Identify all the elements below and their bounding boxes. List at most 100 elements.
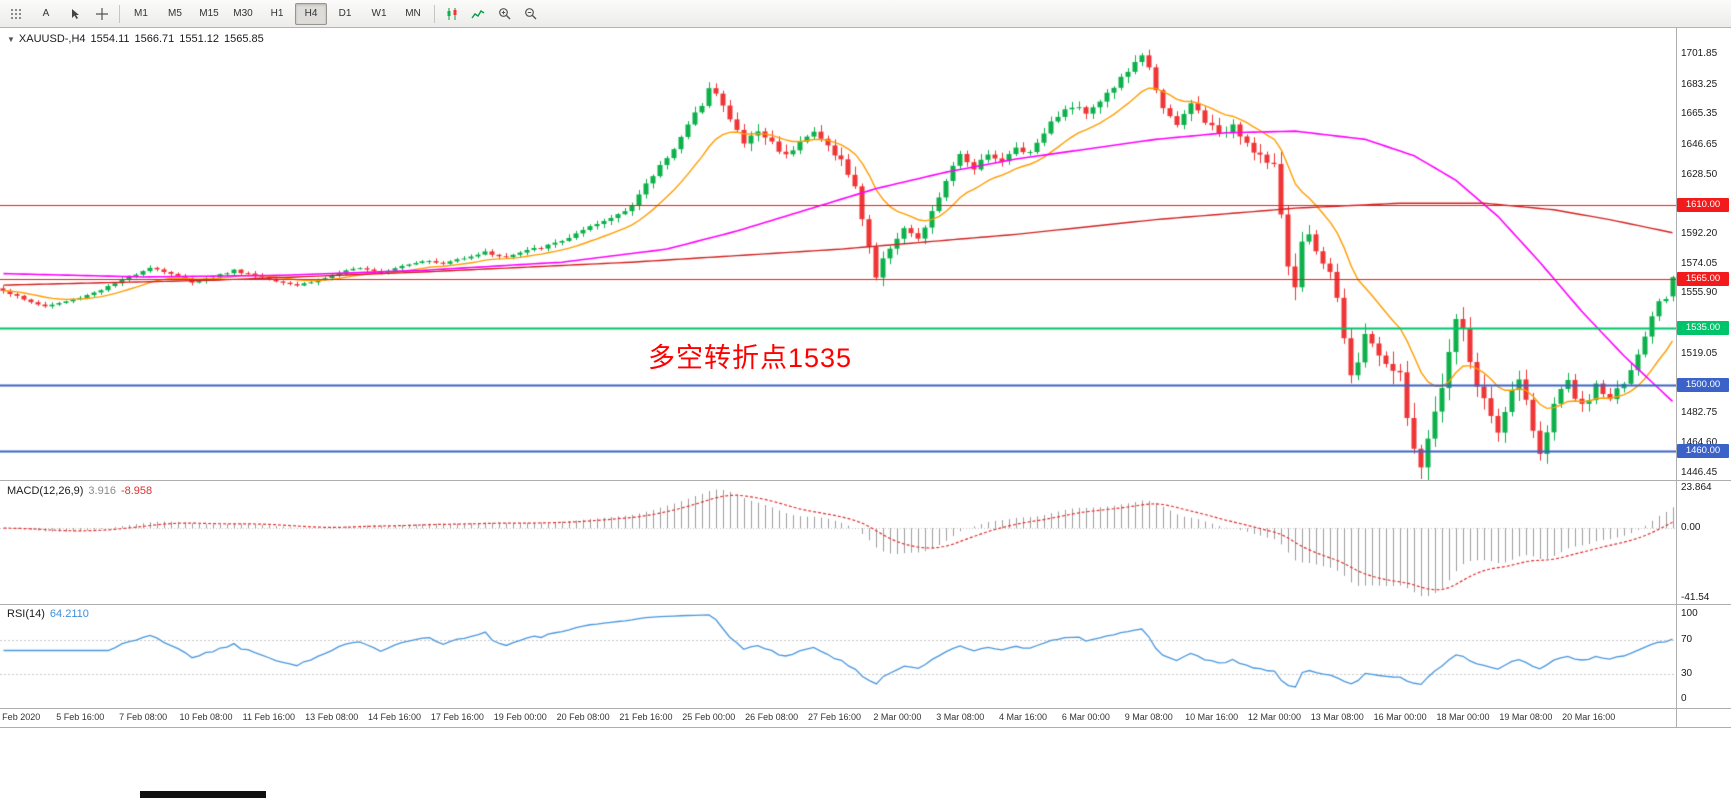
price-level-badge: 1535.00 bbox=[1677, 320, 1729, 335]
main-chart-canvas[interactable] bbox=[0, 28, 1676, 480]
panel-separator bbox=[0, 708, 1731, 709]
x-axis-label: 7 Feb 08:00 bbox=[119, 712, 168, 722]
timeframe-m30[interactable]: M30 bbox=[233, 8, 253, 19]
macd-canvas[interactable] bbox=[0, 481, 1676, 604]
macd-main-value: 3.916 bbox=[88, 485, 116, 497]
x-axis-label: 10 Feb 08:00 bbox=[179, 712, 233, 722]
rsi-axis-label: 70 bbox=[1681, 633, 1693, 645]
price-level-badge: 1610.00 bbox=[1677, 197, 1729, 212]
x-axis-label: 14 Feb 16:00 bbox=[368, 712, 422, 722]
panel-separator bbox=[0, 604, 1731, 605]
price-axis-label: 1446.45 bbox=[1681, 466, 1718, 478]
x-axis-label: 26 Feb 08:00 bbox=[745, 712, 799, 722]
timeframe-m15[interactable]: M15 bbox=[199, 8, 219, 19]
candlestick-glyph bbox=[447, 7, 457, 20]
timeframe-mn[interactable]: MN bbox=[405, 8, 421, 19]
x-axis-label: 13 Mar 08:00 bbox=[1310, 712, 1364, 722]
ohlc-open: 1554.11 bbox=[90, 33, 130, 45]
macd-axis-label: 0.00 bbox=[1681, 522, 1701, 534]
x-axis-label: 9 Mar 08:00 bbox=[1124, 712, 1173, 722]
x-axis-label: 17 Feb 16:00 bbox=[430, 712, 484, 722]
price-axis-label: 1555.90 bbox=[1681, 287, 1718, 299]
price-axis-label: 1665.35 bbox=[1681, 108, 1718, 120]
rsi-axis-label: 0 bbox=[1681, 693, 1687, 704]
cursor-glyph bbox=[72, 8, 79, 19]
toolbar-separator bbox=[434, 4, 435, 23]
candlestick-chart-icon[interactable] bbox=[440, 3, 464, 25]
macd-signal-value: -8.958 bbox=[120, 485, 153, 497]
price-axis-label: 1464.60 bbox=[1681, 436, 1718, 448]
font-button[interactable]: A bbox=[42, 8, 50, 19]
timeframe-w1[interactable]: W1 bbox=[371, 8, 387, 19]
macd-header: MACD(12,26,9) 3.916 -8.958 bbox=[7, 485, 157, 497]
panel-separator bbox=[0, 480, 1731, 481]
rsi-header: RSI(14) 64.2110 bbox=[7, 608, 94, 620]
timeframe-d1[interactable]: D1 bbox=[338, 8, 352, 19]
price-axis-label: 1701.85 bbox=[1681, 48, 1718, 60]
symbol-dropdown-icon[interactable]: ▼ bbox=[7, 35, 15, 44]
price-level-badge: 1500.00 bbox=[1677, 378, 1729, 392]
zoom-out-glyph bbox=[524, 8, 536, 20]
timeframe-h1[interactable]: H1 bbox=[270, 8, 284, 19]
x-axis-label: 4 Mar 16:00 bbox=[999, 712, 1048, 722]
zoom-in-glyph bbox=[498, 8, 510, 20]
macd-label: MACD(12,26,9) bbox=[7, 485, 84, 497]
rsi-canvas[interactable] bbox=[0, 605, 1676, 708]
price-axis-label: 1519.05 bbox=[1681, 347, 1718, 359]
x-axis-label: 16 Mar 00:00 bbox=[1373, 712, 1427, 722]
x-axis-label: 6 Mar 00:00 bbox=[1061, 712, 1110, 722]
x-axis-label: 5 Feb 16:00 bbox=[56, 712, 105, 722]
grid-handle-icon[interactable] bbox=[4, 3, 28, 25]
toolbar: A M1 M5 M15 M30 H1 H4 D1 W1 MN bbox=[0, 0, 1731, 28]
price-axis-label: 1482.75 bbox=[1681, 407, 1718, 419]
x-axis-label: 10 Mar 16:00 bbox=[1185, 712, 1239, 722]
chart-annotation: 多空转折点1535 bbox=[648, 343, 853, 373]
grid-handle-glyph bbox=[11, 8, 21, 19]
panel-separator bbox=[0, 727, 1731, 728]
main-chart-panel bbox=[0, 28, 1731, 480]
rsi-label: RSI(14) bbox=[7, 608, 45, 620]
price-axis-label: 1683.25 bbox=[1681, 78, 1718, 90]
timeframe-h4[interactable]: H4 bbox=[295, 2, 327, 25]
x-axis-label: 2 Mar 00:00 bbox=[873, 712, 922, 722]
cursor-icon[interactable] bbox=[64, 3, 88, 25]
rsi-panel bbox=[0, 605, 1731, 708]
price-axis-label: 1646.65 bbox=[1681, 138, 1718, 150]
timeframe-m5[interactable]: M5 bbox=[168, 8, 182, 19]
price-axis-label: 1592.20 bbox=[1681, 228, 1718, 240]
macd-axis-label: -41.54 bbox=[1681, 592, 1710, 604]
x-axis-label: 19 Mar 08:00 bbox=[1499, 712, 1553, 722]
price-level-badge: 1460.00 bbox=[1677, 443, 1729, 458]
ohlc-close: 1565.85 bbox=[224, 33, 264, 45]
x-axis-label: 19 Feb 00:00 bbox=[493, 712, 547, 722]
ohlc-high: 1566.71 bbox=[134, 33, 175, 45]
macd-axis-label: 23.864 bbox=[1681, 481, 1712, 493]
crosshair-glyph bbox=[96, 7, 108, 20]
x-axis-label: 3 Mar 08:00 bbox=[936, 712, 985, 722]
line-chart-glyph bbox=[471, 9, 485, 18]
chart-symbol-header: ▼ XAUUSD-,H4 1554.11 1566.71 1551.12 1565.85 bbox=[7, 33, 269, 45]
line-chart-icon[interactable] bbox=[466, 3, 490, 25]
rsi-axis-label: 100 bbox=[1681, 608, 1698, 619]
x-axis-label: 13 Feb 08:00 bbox=[305, 712, 359, 722]
bottom-black-bar bbox=[140, 791, 266, 798]
x-axis-label: 20 Feb 08:00 bbox=[556, 712, 610, 722]
zoom-out-icon[interactable] bbox=[518, 3, 542, 25]
toolbar-separator bbox=[119, 4, 120, 23]
timeframe-m1[interactable]: M1 bbox=[134, 8, 148, 19]
x-axis-label: 12 Mar 00:00 bbox=[1247, 712, 1301, 722]
price-axis-label: 1574.05 bbox=[1681, 257, 1718, 269]
rsi-axis-label: 30 bbox=[1681, 667, 1693, 679]
ohlc-low: 1551.12 bbox=[179, 33, 220, 45]
x-axis-label: 27 Feb 16:00 bbox=[807, 712, 862, 722]
x-axis-label: 20 Mar 16:00 bbox=[1562, 712, 1616, 722]
price-axis-separator bbox=[1676, 28, 1677, 727]
symbol-label: XAUUSD-,H4 bbox=[18, 33, 86, 45]
zoom-in-icon[interactable] bbox=[492, 3, 516, 25]
x-axis-label: 18 Mar 00:00 bbox=[1436, 712, 1490, 722]
crosshair-icon[interactable] bbox=[90, 3, 114, 25]
x-axis-label: 11 Feb 16:00 bbox=[242, 712, 296, 722]
price-level-badge: 1565.00 bbox=[1677, 271, 1729, 286]
rsi-value: 64.2110 bbox=[49, 608, 89, 620]
